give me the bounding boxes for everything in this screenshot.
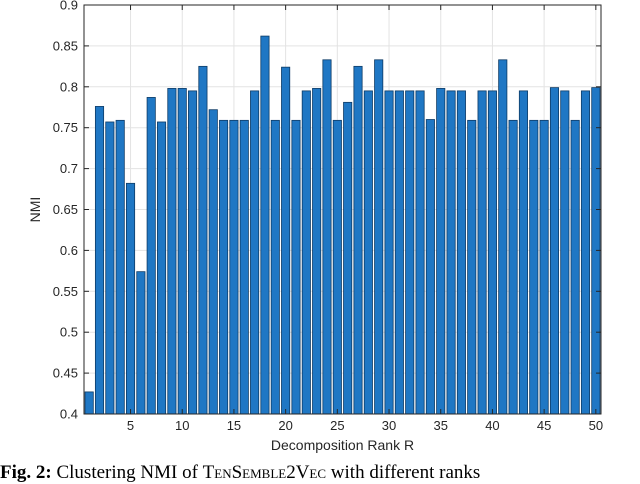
bar-r43 <box>518 90 528 415</box>
bar-r41 <box>498 59 508 415</box>
y-tick-label: 0.75 <box>53 120 78 135</box>
bar-r1 <box>84 391 94 415</box>
bar-r3 <box>105 121 115 415</box>
y-tick-label: 0.4 <box>60 407 78 422</box>
bar-r11 <box>188 90 198 415</box>
bar-r10 <box>177 88 187 415</box>
bar-r32 <box>405 90 415 415</box>
y-tick-label: 0.9 <box>60 0 78 13</box>
bar-r24 <box>322 59 332 415</box>
caption-text: Clustering NMI of <box>51 462 203 483</box>
bar-r6 <box>136 271 146 415</box>
x-tick-label: 50 <box>589 418 603 433</box>
x-axis-label: Decomposition Rank R <box>271 437 414 453</box>
bar-r37 <box>456 90 466 415</box>
y-axis-ticks: 0.4 0.45 0.5 0.55 0.6 0.65 0.7 0.75 0.8 0.85 0.9 <box>53 0 601 422</box>
y-tick-label: 0.85 <box>53 38 78 53</box>
bar-r34 <box>425 119 435 415</box>
bar-series <box>84 35 601 415</box>
bar-r13 <box>208 109 218 415</box>
y-tick-label: 0.8 <box>60 79 78 94</box>
y-tick-label: 0.55 <box>53 284 78 299</box>
bar-chart: 0.4 0.45 0.5 0.55 0.6 0.65 0.7 0.75 0.8 0.85 0.9 5… <box>27 0 603 453</box>
bar-r20 <box>281 66 291 415</box>
bar-r16 <box>239 119 249 415</box>
x-tick-label: 25 <box>330 418 344 433</box>
x-tick-label: 15 <box>227 418 241 433</box>
y-tick-label: 0.65 <box>53 202 78 217</box>
bar-r15 <box>229 119 239 415</box>
x-tick-label: 20 <box>278 418 292 433</box>
bar-r4 <box>115 119 125 415</box>
bar-r19 <box>270 119 280 415</box>
bar-r38 <box>467 119 477 415</box>
bar-r14 <box>219 119 229 415</box>
bar-r33 <box>415 90 425 415</box>
x-tick-label: 10 <box>175 418 189 433</box>
caption-text-end: with different ranks <box>326 462 481 483</box>
bar-r25 <box>332 119 342 415</box>
bar-r44 <box>529 119 539 415</box>
x-tick-label: 30 <box>382 418 396 433</box>
figure-number: Fig. 2: <box>0 462 52 483</box>
bar-r2 <box>94 106 105 415</box>
bar-r47 <box>560 90 570 415</box>
bar-r22 <box>301 90 311 415</box>
bar-r31 <box>394 90 404 415</box>
y-tick-label: 0.5 <box>60 325 78 340</box>
method-name: TenSemble2Vec <box>202 462 327 483</box>
bar-r45 <box>539 119 549 415</box>
y-tick-label: 0.7 <box>60 161 78 176</box>
bar-r5 <box>125 182 136 415</box>
bar-r27 <box>353 65 363 415</box>
bar-r35 <box>436 88 446 415</box>
x-tick-label: 40 <box>485 418 499 433</box>
bar-r30 <box>384 90 394 415</box>
bar-r42 <box>508 119 518 415</box>
figure-caption: Fig. 2: Clustering NMI of TenSemble2Vec … <box>0 462 640 484</box>
y-tick-label: 0.6 <box>60 243 78 258</box>
bar-r28 <box>363 90 373 415</box>
y-tick-label: 0.45 <box>53 366 78 381</box>
bar-r8 <box>157 121 167 415</box>
bar-r21 <box>291 119 301 415</box>
bar-r40 <box>487 90 497 415</box>
bar-r46 <box>549 87 560 415</box>
bar-r18 <box>260 35 270 415</box>
y-axis-label: NMI <box>27 197 43 223</box>
bar-r9 <box>167 88 177 415</box>
bar-r7 <box>146 97 156 415</box>
bar-r48 <box>570 119 580 415</box>
x-tick-label: 45 <box>537 418 551 433</box>
x-axis-ticks: 5 10 15 20 25 30 35 40 45 50 <box>127 5 603 433</box>
bar-r29 <box>374 59 384 415</box>
x-tick-label: 35 <box>433 418 447 433</box>
bar-r39 <box>477 90 487 415</box>
bar-r26 <box>343 101 353 415</box>
bar-r36 <box>446 90 456 415</box>
x-tick-label: 5 <box>127 418 134 433</box>
bar-r23 <box>312 88 322 415</box>
bar-r49 <box>580 90 591 415</box>
bar-r17 <box>250 90 260 415</box>
bar-r12 <box>198 65 208 415</box>
